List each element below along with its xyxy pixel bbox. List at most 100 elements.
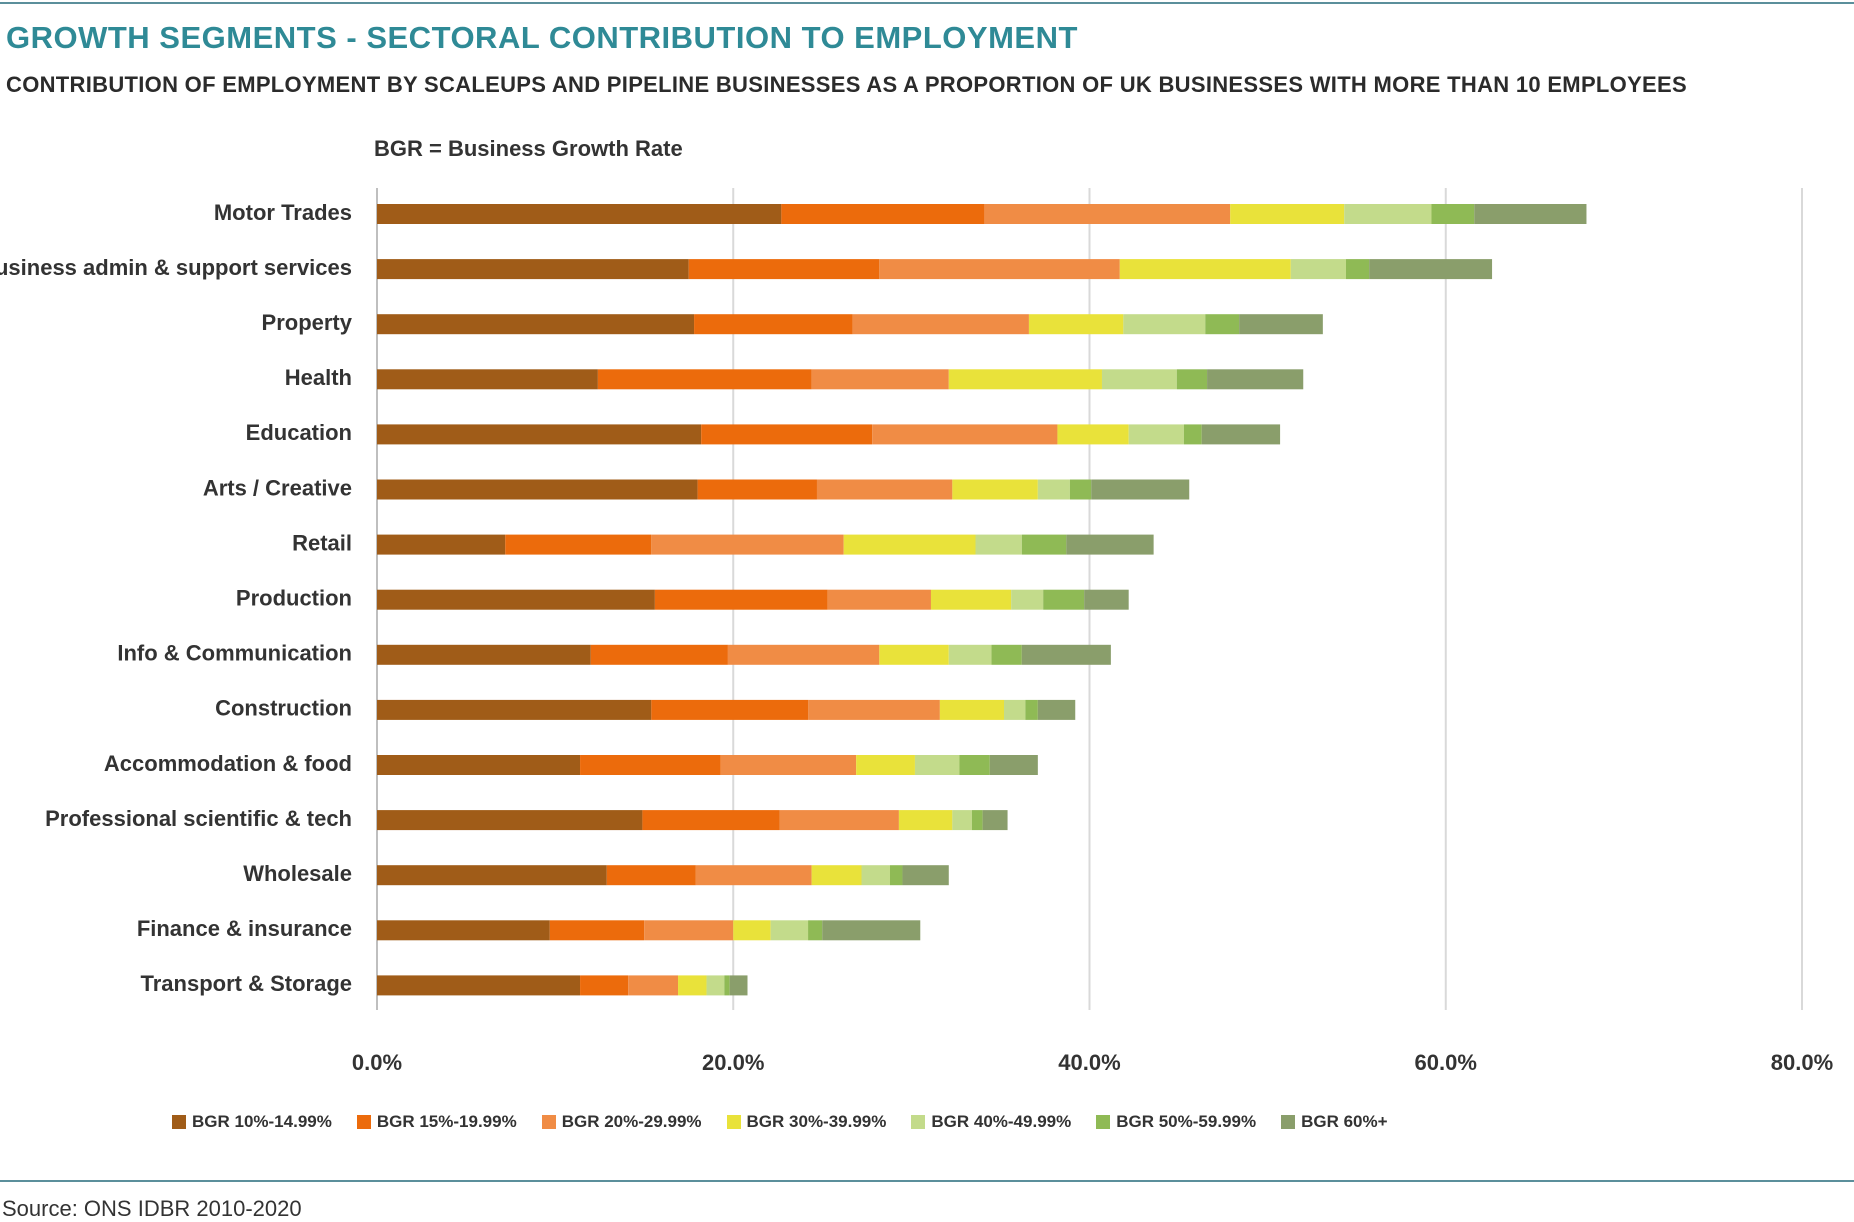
bar-segment <box>1091 479 1190 500</box>
bottom-rule <box>0 1180 1854 1182</box>
bar-segment <box>377 369 598 390</box>
bar-segment <box>1057 424 1129 445</box>
category-label: Retail <box>292 530 352 555</box>
bar-segment <box>1043 589 1085 610</box>
bar-segment <box>377 589 655 610</box>
bar-segment <box>377 865 607 886</box>
bar-segment <box>377 479 698 500</box>
bar-segment <box>697 479 817 500</box>
bar-segment <box>1119 259 1291 280</box>
bar-segment <box>580 975 629 996</box>
bar-segment <box>827 589 931 610</box>
bar-segment <box>781 204 985 224</box>
bar-segment <box>729 975 748 996</box>
bar-segment <box>982 810 1008 831</box>
category-label: Wholesale <box>243 861 352 886</box>
bar-segment <box>898 810 953 831</box>
legend-swatch <box>1281 1115 1296 1129</box>
x-tick-label: 80.0% <box>1771 1050 1833 1075</box>
legend-item: BGR 40%-49.99% <box>911 1112 1071 1132</box>
legend-label: BGR 60%+ <box>1301 1112 1388 1131</box>
category-label: Business admin & support services <box>0 255 352 280</box>
bar-segment <box>377 975 581 996</box>
bar-segment <box>1369 259 1493 280</box>
category-label: Production <box>236 586 352 611</box>
legend-label: BGR 40%-49.99% <box>931 1112 1072 1131</box>
legend-label: BGR 15%-19.99% <box>376 1112 517 1131</box>
bar-segment <box>1128 424 1184 445</box>
legend-item: BGR 10%-14.99% <box>172 1112 332 1132</box>
top-rule <box>0 2 1854 4</box>
bar-segment <box>779 810 899 831</box>
bar-segment <box>377 699 652 720</box>
category-label: Transport & Storage <box>141 971 352 996</box>
bar-segment <box>1021 644 1111 665</box>
bar-segment <box>1474 204 1587 224</box>
chart-subtitle: CONTRIBUTION OF EMPLOYMENT BY SCALEUPS A… <box>6 72 1687 97</box>
legend-swatch <box>172 1115 186 1129</box>
bar-segment <box>1183 424 1202 445</box>
bar-segment <box>642 810 780 831</box>
category-label: Professional scientific & tech <box>45 806 352 831</box>
bar-segment <box>651 534 844 555</box>
bar-segment <box>654 589 828 610</box>
bar-segment <box>952 810 972 831</box>
chart-title: GROWTH SEGMENTS - SECTORAL CONTRIBUTION … <box>6 20 1078 55</box>
legend-label: BGR 50%-59.99% <box>1116 1112 1257 1131</box>
bar-segment <box>984 204 1231 224</box>
bar-segment <box>902 865 949 886</box>
bar-segment <box>808 920 823 941</box>
legend-label: BGR 20%-29.99% <box>561 1112 702 1131</box>
bar-segment <box>808 699 940 720</box>
bar-segment <box>861 865 890 886</box>
bar-segment <box>1101 369 1177 390</box>
bar-segment <box>1290 259 1346 280</box>
source-note: Source: ONS IDBR 2010-2020 <box>2 1196 302 1221</box>
bar-segment <box>939 699 1004 720</box>
category-label: Property <box>262 310 353 335</box>
category-label: Arts / Creative <box>203 475 352 500</box>
bar-segment <box>377 534 506 555</box>
bar-segment <box>1025 699 1038 720</box>
bar-segment <box>688 259 880 280</box>
bar-segment <box>597 369 812 390</box>
bar-segment <box>724 975 730 996</box>
bar-segment <box>989 755 1038 775</box>
legend-label: BGR 30%-39.99% <box>746 1112 887 1131</box>
bar-segment <box>991 644 1022 665</box>
x-tick-label: 0.0% <box>352 1050 402 1075</box>
category-label: Finance & insurance <box>137 916 352 941</box>
bar-segment <box>706 975 725 996</box>
bar-segment <box>377 204 782 224</box>
bar-segment <box>733 920 771 941</box>
bar-segment <box>1431 204 1475 224</box>
bar-segment <box>701 424 873 445</box>
bar-segment <box>1011 589 1044 610</box>
bar-segment <box>930 589 1012 610</box>
bar-segment <box>590 644 728 665</box>
bar-segment <box>606 865 696 886</box>
bar-segment <box>720 755 857 775</box>
bars <box>377 204 1587 996</box>
bar-segment <box>971 810 983 831</box>
legend-item: BGR 20%-29.99% <box>541 1112 702 1132</box>
bar-segment <box>644 920 734 941</box>
category-labels: Motor Trades Business admin & support ser… <box>0 200 353 996</box>
chart-note: BGR = Business Growth Rate <box>374 136 683 161</box>
bar-segment <box>377 755 581 775</box>
bar-segment <box>975 534 1022 555</box>
bar-segment <box>377 424 702 445</box>
bar-segment <box>770 920 809 941</box>
bar-segment <box>1084 589 1129 610</box>
bar-segment <box>1344 204 1432 224</box>
bar-segment <box>1176 369 1208 390</box>
bar-segment <box>1346 259 1370 280</box>
bar-segment <box>1230 204 1345 224</box>
legend-swatch <box>911 1115 926 1129</box>
category-label: Accommodation & food <box>104 751 352 776</box>
x-tick-label: 60.0% <box>1415 1050 1477 1075</box>
bar-segment <box>879 259 1120 280</box>
bar-segment <box>377 259 689 280</box>
bar-segment <box>1201 424 1281 445</box>
category-label: Info & Communication <box>117 641 352 666</box>
